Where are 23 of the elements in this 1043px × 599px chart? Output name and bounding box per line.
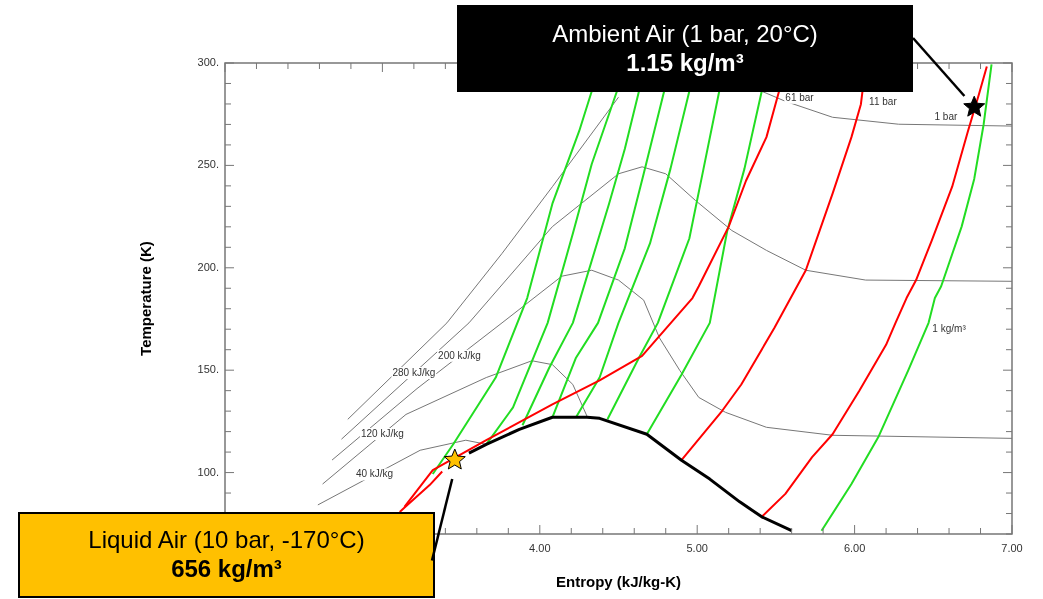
annotation: 61 bar [785, 91, 815, 103]
y-tick-label: 250. [197, 158, 219, 171]
annotation: Liquid Air (10 bar, -170°C) 656 kg/m³ [88, 526, 365, 584]
annotation: 200 kJ/kg [438, 349, 481, 361]
x-tick-label: 7.00 [1001, 541, 1023, 554]
x-axis-title: Entropy (kJ/kg-K) [555, 573, 682, 591]
annotation: 11 bar [869, 96, 898, 108]
annotation: 1 kg/m³ [932, 322, 967, 334]
y-tick-label: 150. [197, 363, 219, 376]
x-tick-label: 6.00 [843, 541, 866, 554]
annotation: 1 bar [934, 111, 958, 123]
annotation: 40 kJ/kg [355, 468, 394, 480]
x-tick-label: 5.00 [686, 541, 708, 554]
callout-box: Liquid Air (10 bar, -170°C) 656 kg/m³ [18, 512, 435, 598]
annotation: Ambient Air (1 bar, 20°C) 1.15 kg/m³ [552, 19, 818, 78]
x-tick-label: 4.00 [529, 541, 551, 554]
y-tick-label: 200. [197, 260, 219, 273]
annotation: 120 kJ/kg [360, 427, 404, 439]
y-axis-title: Temperature (K) [137, 241, 155, 356]
annotation: 280 kJ/kg [392, 366, 436, 378]
y-tick-label: 100. [197, 465, 219, 478]
callout-box: Ambient Air (1 bar, 20°C) 1.15 kg/m³ [457, 5, 913, 92]
y-tick-label: 300. [197, 56, 219, 69]
